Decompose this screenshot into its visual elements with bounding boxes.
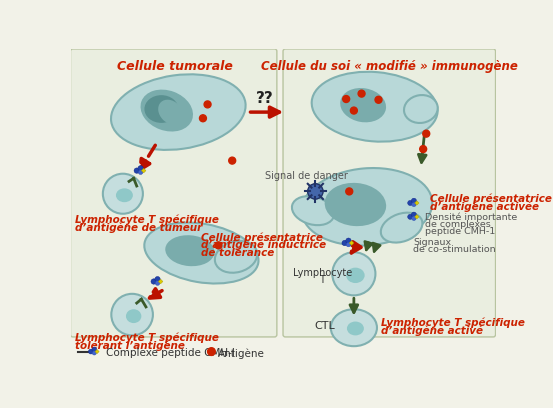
Ellipse shape bbox=[111, 74, 246, 150]
Circle shape bbox=[307, 184, 323, 199]
Text: Signaux: Signaux bbox=[413, 237, 451, 246]
Ellipse shape bbox=[325, 183, 386, 226]
Polygon shape bbox=[95, 350, 99, 354]
Circle shape bbox=[155, 281, 160, 285]
Circle shape bbox=[411, 198, 416, 203]
Ellipse shape bbox=[140, 90, 193, 131]
Text: Lymphocyte T spécifique: Lymphocyte T spécifique bbox=[381, 318, 525, 328]
Text: Lymphocyte T spécifique: Lymphocyte T spécifique bbox=[75, 215, 219, 225]
Ellipse shape bbox=[292, 196, 334, 225]
Text: Cellule du soi « modifié » immunogène: Cellule du soi « modifié » immunogène bbox=[261, 60, 518, 73]
Text: d’antigène de tumeur: d’antigène de tumeur bbox=[75, 222, 202, 233]
Ellipse shape bbox=[215, 241, 257, 273]
Circle shape bbox=[342, 240, 347, 246]
Circle shape bbox=[346, 238, 351, 244]
Circle shape bbox=[138, 170, 143, 175]
Ellipse shape bbox=[116, 188, 133, 202]
Polygon shape bbox=[415, 201, 419, 205]
Ellipse shape bbox=[158, 100, 183, 124]
Ellipse shape bbox=[340, 88, 386, 122]
Circle shape bbox=[151, 279, 156, 284]
Polygon shape bbox=[158, 279, 163, 284]
Text: tolérant l’antigène: tolérant l’antigène bbox=[75, 340, 185, 350]
Circle shape bbox=[411, 202, 416, 206]
Text: d’antigène inductrice: d’antigène inductrice bbox=[201, 240, 326, 251]
Polygon shape bbox=[142, 169, 146, 173]
Circle shape bbox=[92, 351, 96, 355]
Text: Antigène: Antigène bbox=[217, 348, 264, 359]
Text: Lymphocyte T spécifique: Lymphocyte T spécifique bbox=[75, 333, 219, 343]
Ellipse shape bbox=[404, 95, 438, 123]
Circle shape bbox=[134, 168, 139, 173]
Text: de co-stimulation: de co-stimulation bbox=[413, 244, 496, 253]
Ellipse shape bbox=[302, 168, 432, 246]
Text: Cellule présentatrice: Cellule présentatrice bbox=[201, 232, 324, 243]
Text: Cellule présentatrice: Cellule présentatrice bbox=[430, 194, 552, 204]
Circle shape bbox=[411, 212, 416, 217]
Circle shape bbox=[408, 200, 413, 206]
Circle shape bbox=[207, 348, 215, 355]
Circle shape bbox=[346, 242, 351, 247]
Circle shape bbox=[411, 216, 416, 220]
Circle shape bbox=[423, 130, 430, 137]
Text: ??: ?? bbox=[255, 91, 273, 106]
Circle shape bbox=[420, 146, 426, 153]
Text: Signal de danger: Signal de danger bbox=[265, 171, 348, 182]
Circle shape bbox=[343, 95, 349, 102]
Circle shape bbox=[204, 101, 211, 108]
Ellipse shape bbox=[312, 72, 437, 142]
FancyBboxPatch shape bbox=[71, 49, 277, 337]
Circle shape bbox=[215, 242, 222, 249]
Ellipse shape bbox=[331, 309, 377, 346]
Circle shape bbox=[229, 157, 236, 164]
Text: Densité importante: Densité importante bbox=[425, 213, 517, 222]
Ellipse shape bbox=[165, 235, 215, 266]
Ellipse shape bbox=[144, 95, 178, 123]
Ellipse shape bbox=[111, 294, 153, 335]
Circle shape bbox=[200, 115, 206, 122]
Circle shape bbox=[351, 107, 357, 114]
Circle shape bbox=[138, 166, 143, 171]
Ellipse shape bbox=[346, 268, 364, 283]
Ellipse shape bbox=[144, 222, 258, 284]
Text: Cellule tumorale: Cellule tumorale bbox=[117, 60, 232, 73]
Text: CTL: CTL bbox=[314, 321, 335, 331]
Text: de complexes: de complexes bbox=[425, 220, 491, 229]
Circle shape bbox=[88, 349, 93, 354]
Ellipse shape bbox=[103, 174, 143, 214]
Circle shape bbox=[92, 347, 97, 352]
Circle shape bbox=[155, 277, 160, 282]
Circle shape bbox=[408, 214, 413, 220]
Polygon shape bbox=[349, 241, 354, 245]
Text: d’antigène activée: d’antigène activée bbox=[430, 202, 539, 212]
FancyBboxPatch shape bbox=[283, 49, 495, 337]
Text: T: T bbox=[320, 275, 325, 285]
Text: Lymphocyte: Lymphocyte bbox=[293, 268, 352, 278]
Text: d’antigène activé: d’antigène activé bbox=[381, 326, 483, 336]
Circle shape bbox=[346, 188, 353, 195]
Ellipse shape bbox=[347, 322, 364, 335]
Ellipse shape bbox=[126, 309, 142, 323]
Ellipse shape bbox=[381, 213, 422, 243]
Text: de tolérance: de tolérance bbox=[201, 248, 275, 257]
Ellipse shape bbox=[332, 252, 375, 295]
Circle shape bbox=[375, 96, 382, 103]
Polygon shape bbox=[415, 215, 419, 219]
Text: Complexe peptide CMH-I: Complexe peptide CMH-I bbox=[106, 348, 235, 359]
Circle shape bbox=[358, 90, 365, 97]
Text: peptide CMH-1: peptide CMH-1 bbox=[425, 227, 495, 236]
